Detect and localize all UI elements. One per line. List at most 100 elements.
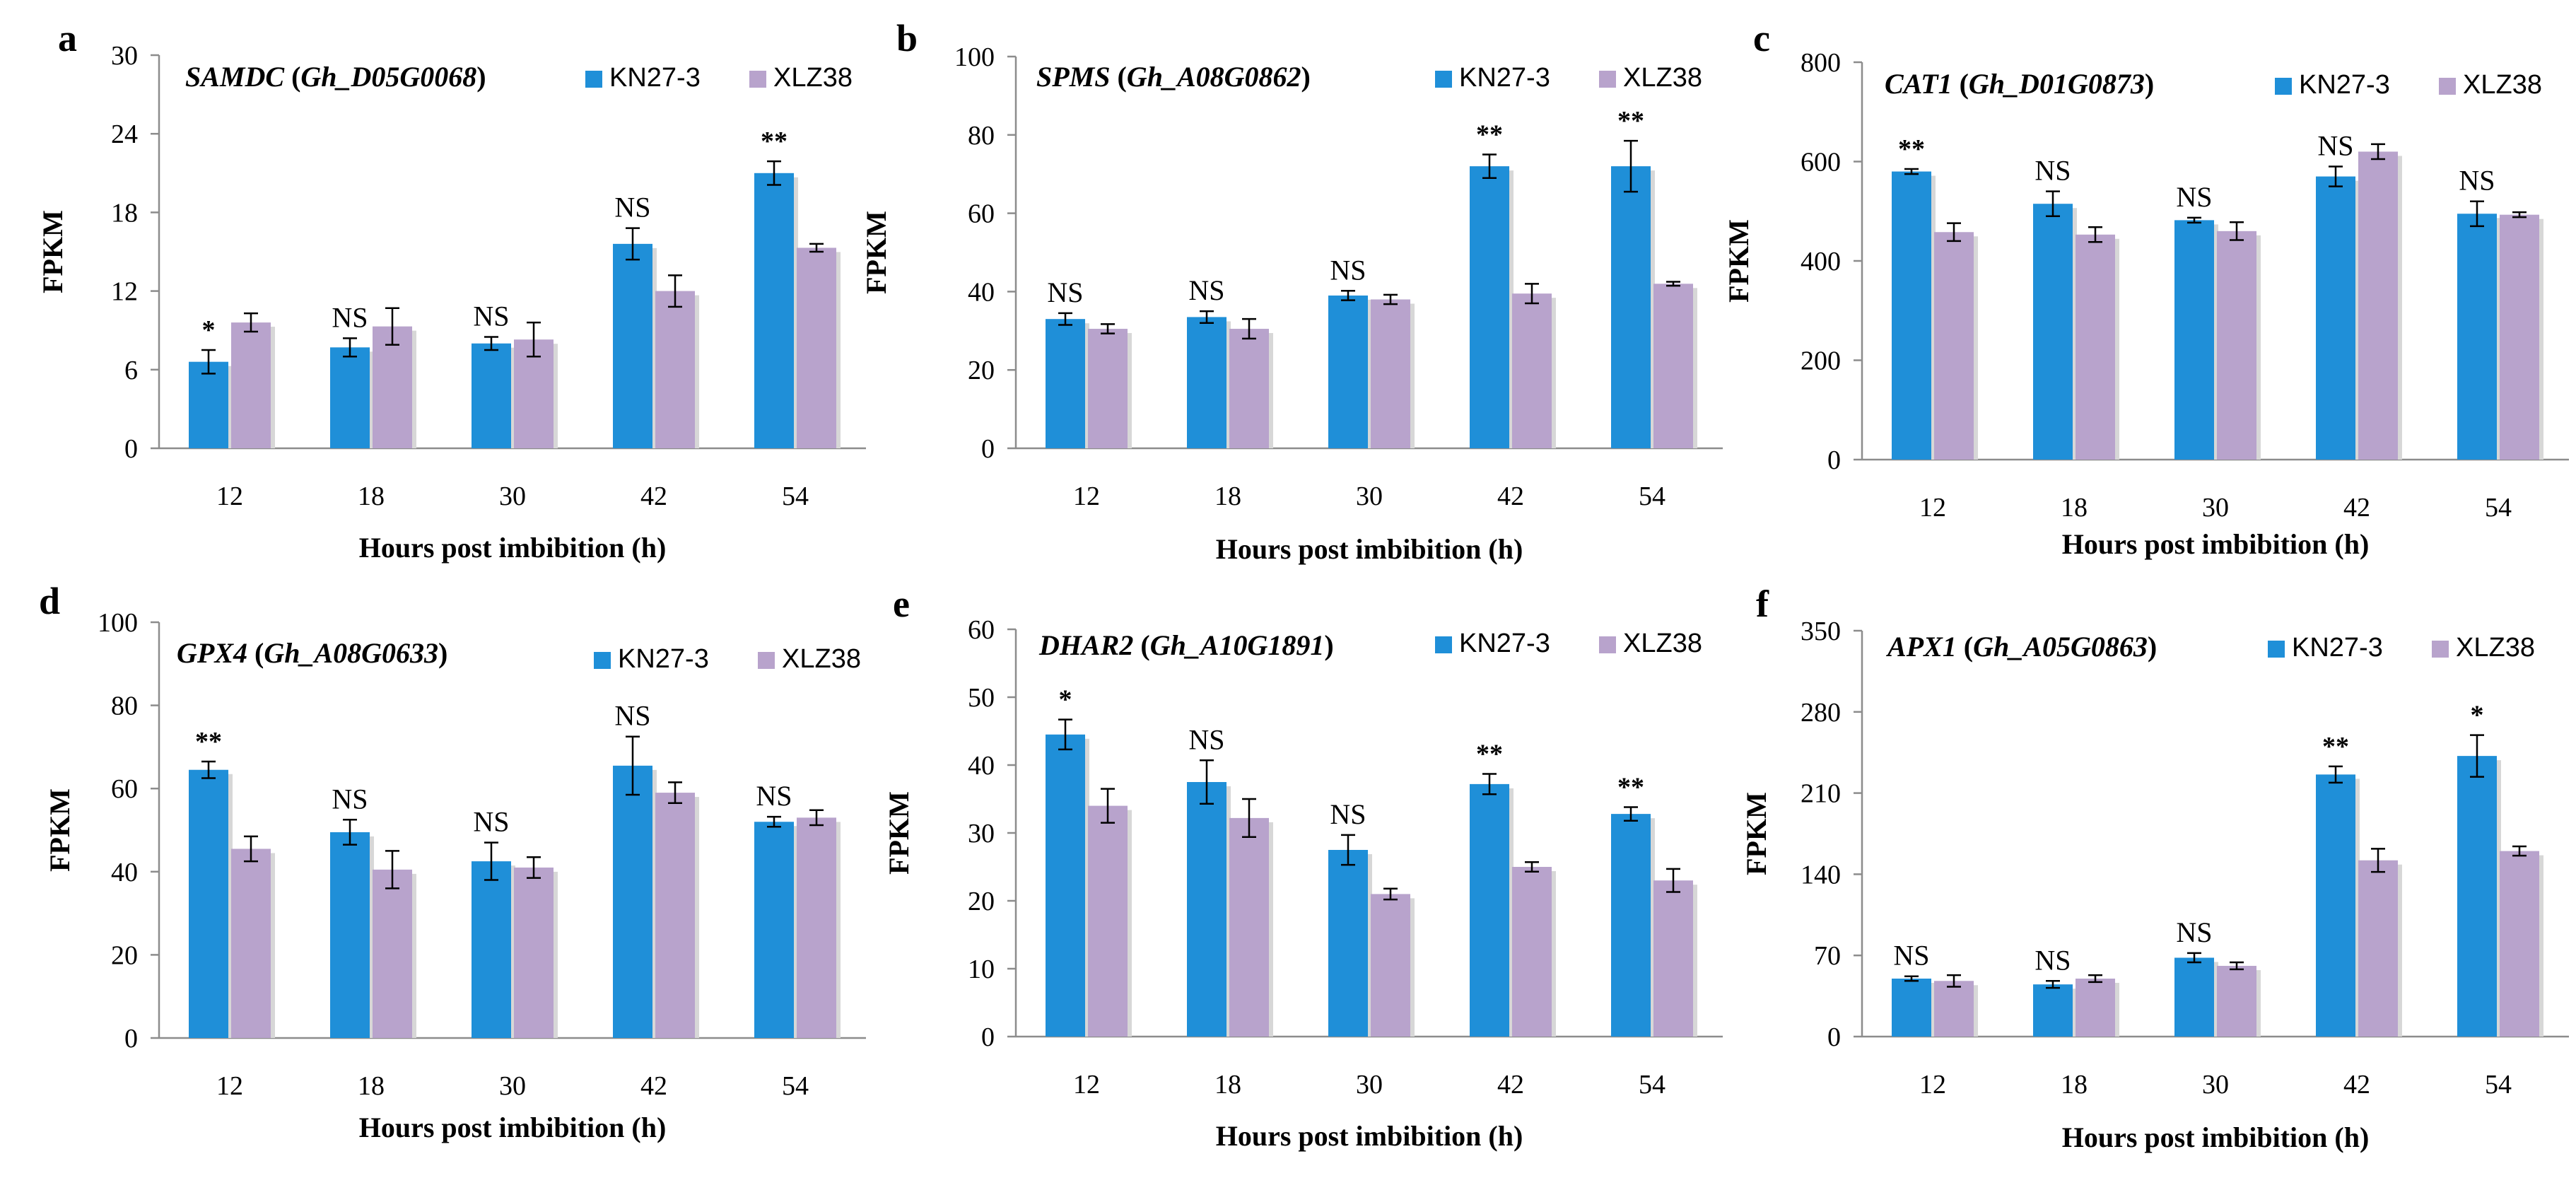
- significance-label: NS: [332, 301, 368, 333]
- bar-kn27-3: [1187, 782, 1226, 1037]
- bar-xlz38: [655, 291, 695, 448]
- y-tick-label: 600: [1801, 148, 1841, 177]
- legend-swatch-kn27-3: [594, 652, 611, 669]
- bar-kn27-3: [330, 347, 370, 448]
- bar-kn27-3: [2174, 220, 2214, 460]
- x-tick-label: 30: [2202, 493, 2229, 523]
- bar-xlz38: [1088, 805, 1128, 1037]
- bar-kn27-3: [2033, 984, 2073, 1037]
- significance-label: NS: [1047, 276, 1083, 308]
- bar-kn27-3: [2457, 756, 2497, 1037]
- bar-xlz38: [373, 326, 412, 448]
- y-tick-label: 800: [1801, 48, 1841, 78]
- chart-title: DHAR2 (Gh_A10G1891): [1038, 629, 1334, 661]
- y-tick-label: 30: [968, 819, 995, 848]
- x-tick-label: 54: [782, 1071, 809, 1101]
- legend-swatch-xlz38: [2432, 641, 2449, 658]
- x-tick-label: 18: [2061, 493, 2088, 523]
- significance-label: NS: [614, 192, 650, 223]
- y-tick-label: 0: [1827, 1022, 1841, 1052]
- x-axis-label: Hours post imbibition (h): [2062, 528, 2370, 560]
- bar-xlz38: [2076, 234, 2115, 460]
- y-tick-label: 280: [1801, 698, 1841, 728]
- significance-label: NS: [1188, 274, 1224, 306]
- chart-title: APX1 (Gh_A05G0863): [1885, 631, 2157, 663]
- y-tick-label: 40: [968, 277, 995, 307]
- y-tick-label: 0: [1827, 445, 1841, 475]
- x-tick-label: 12: [216, 482, 243, 511]
- chart-title: SAMDC (Gh_D05G0068): [185, 61, 486, 93]
- y-tick-label: 0: [981, 434, 995, 464]
- gene-id-close: ): [476, 61, 486, 93]
- x-axis-label: Hours post imbibition (h): [359, 1112, 667, 1143]
- legend-label-kn27-3: KN27-3: [609, 63, 701, 93]
- significance-label: *: [2471, 701, 2484, 730]
- bar-xlz38: [1934, 232, 1974, 460]
- y-tick-label: 140: [1801, 860, 1841, 890]
- significance-label: NS: [1188, 723, 1224, 755]
- bar-xlz38: [2500, 851, 2539, 1037]
- gene-name: DHAR2: [1038, 629, 1133, 661]
- y-tick-label: 24: [111, 119, 138, 149]
- bar-kn27-3: [472, 343, 511, 448]
- bar-xlz38: [231, 322, 271, 448]
- x-tick-label: 42: [640, 1071, 667, 1101]
- x-tick-label: 54: [782, 482, 809, 511]
- bar-kn27-3: [1328, 295, 1368, 448]
- y-tick-label: 50: [968, 683, 995, 713]
- legend-swatch-xlz38: [758, 652, 775, 669]
- gene-id-close: ): [2145, 68, 2154, 100]
- bar-xlz38: [1371, 894, 1410, 1037]
- y-tick-label: 0: [981, 1022, 995, 1052]
- bar-xlz38: [2500, 214, 2539, 460]
- gene-name: GPX4: [177, 637, 247, 669]
- gene-name: CAT1: [1885, 68, 1953, 100]
- bar-kn27-3: [613, 243, 652, 448]
- x-tick-label: 18: [358, 482, 385, 511]
- significance-label: NS: [332, 783, 368, 815]
- y-tick-label: 18: [111, 198, 138, 228]
- significance-label: **: [1476, 120, 1503, 150]
- y-tick-label: 40: [968, 751, 995, 781]
- legend-label-xlz38: XLZ38: [782, 644, 861, 674]
- y-tick-label: 70: [1814, 941, 1841, 971]
- bar-kn27-3: [472, 861, 511, 1038]
- x-axis-label: Hours post imbibition (h): [359, 532, 667, 564]
- significance-label: NS: [756, 780, 792, 812]
- gene-id-open: (: [1111, 61, 1127, 93]
- chart-title: GPX4 (Gh_A08G0633): [177, 637, 447, 669]
- x-tick-label: 54: [2485, 1070, 2512, 1100]
- bar-kn27-3: [1892, 979, 1931, 1037]
- legend-swatch-kn27-3: [1435, 636, 1452, 653]
- panel-b: b 0 20 40 60 80 100 FPKM SPMS (Gh_A08G0862) KN27-…: [860, 17, 1723, 565]
- y-tick-label: 0: [124, 434, 138, 464]
- bar-xlz38: [231, 848, 271, 1038]
- legend-swatch-xlz38: [1599, 71, 1616, 88]
- x-tick-label: 30: [1356, 1070, 1383, 1100]
- bar-xlz38: [2358, 151, 2398, 460]
- significance-label: **: [1617, 773, 1644, 803]
- y-tick-label: 20: [968, 887, 995, 916]
- panel-letter: a: [58, 17, 77, 59]
- bar-xlz38: [2076, 979, 2115, 1037]
- y-tick-label: 100: [954, 42, 995, 72]
- bar-xlz38: [797, 817, 836, 1038]
- bar-kn27-3: [613, 765, 652, 1038]
- legend-label-xlz38: XLZ38: [773, 63, 853, 93]
- x-axis-label: Hours post imbibition (h): [2062, 1121, 2370, 1153]
- legend-swatch-kn27-3: [1435, 71, 1452, 88]
- bar-xlz38: [1512, 293, 1552, 448]
- bar-xlz38: [1653, 880, 1693, 1037]
- x-tick-label: 42: [2343, 1070, 2370, 1100]
- significance-label: **: [1898, 134, 1925, 164]
- y-axis-label: FPKM: [37, 210, 69, 293]
- gene-id-close: ): [1301, 61, 1311, 93]
- significance-label: **: [761, 127, 788, 156]
- bar-kn27-3: [330, 832, 370, 1038]
- legend: KN27-3 XLZ38: [1435, 629, 1702, 658]
- panel-letter: b: [896, 17, 918, 59]
- gene-id: Gh_D05G0068: [300, 61, 476, 93]
- y-tick-label: 60: [111, 774, 138, 804]
- significance-label: NS: [2035, 944, 2071, 976]
- bar-kn27-3: [1611, 166, 1651, 448]
